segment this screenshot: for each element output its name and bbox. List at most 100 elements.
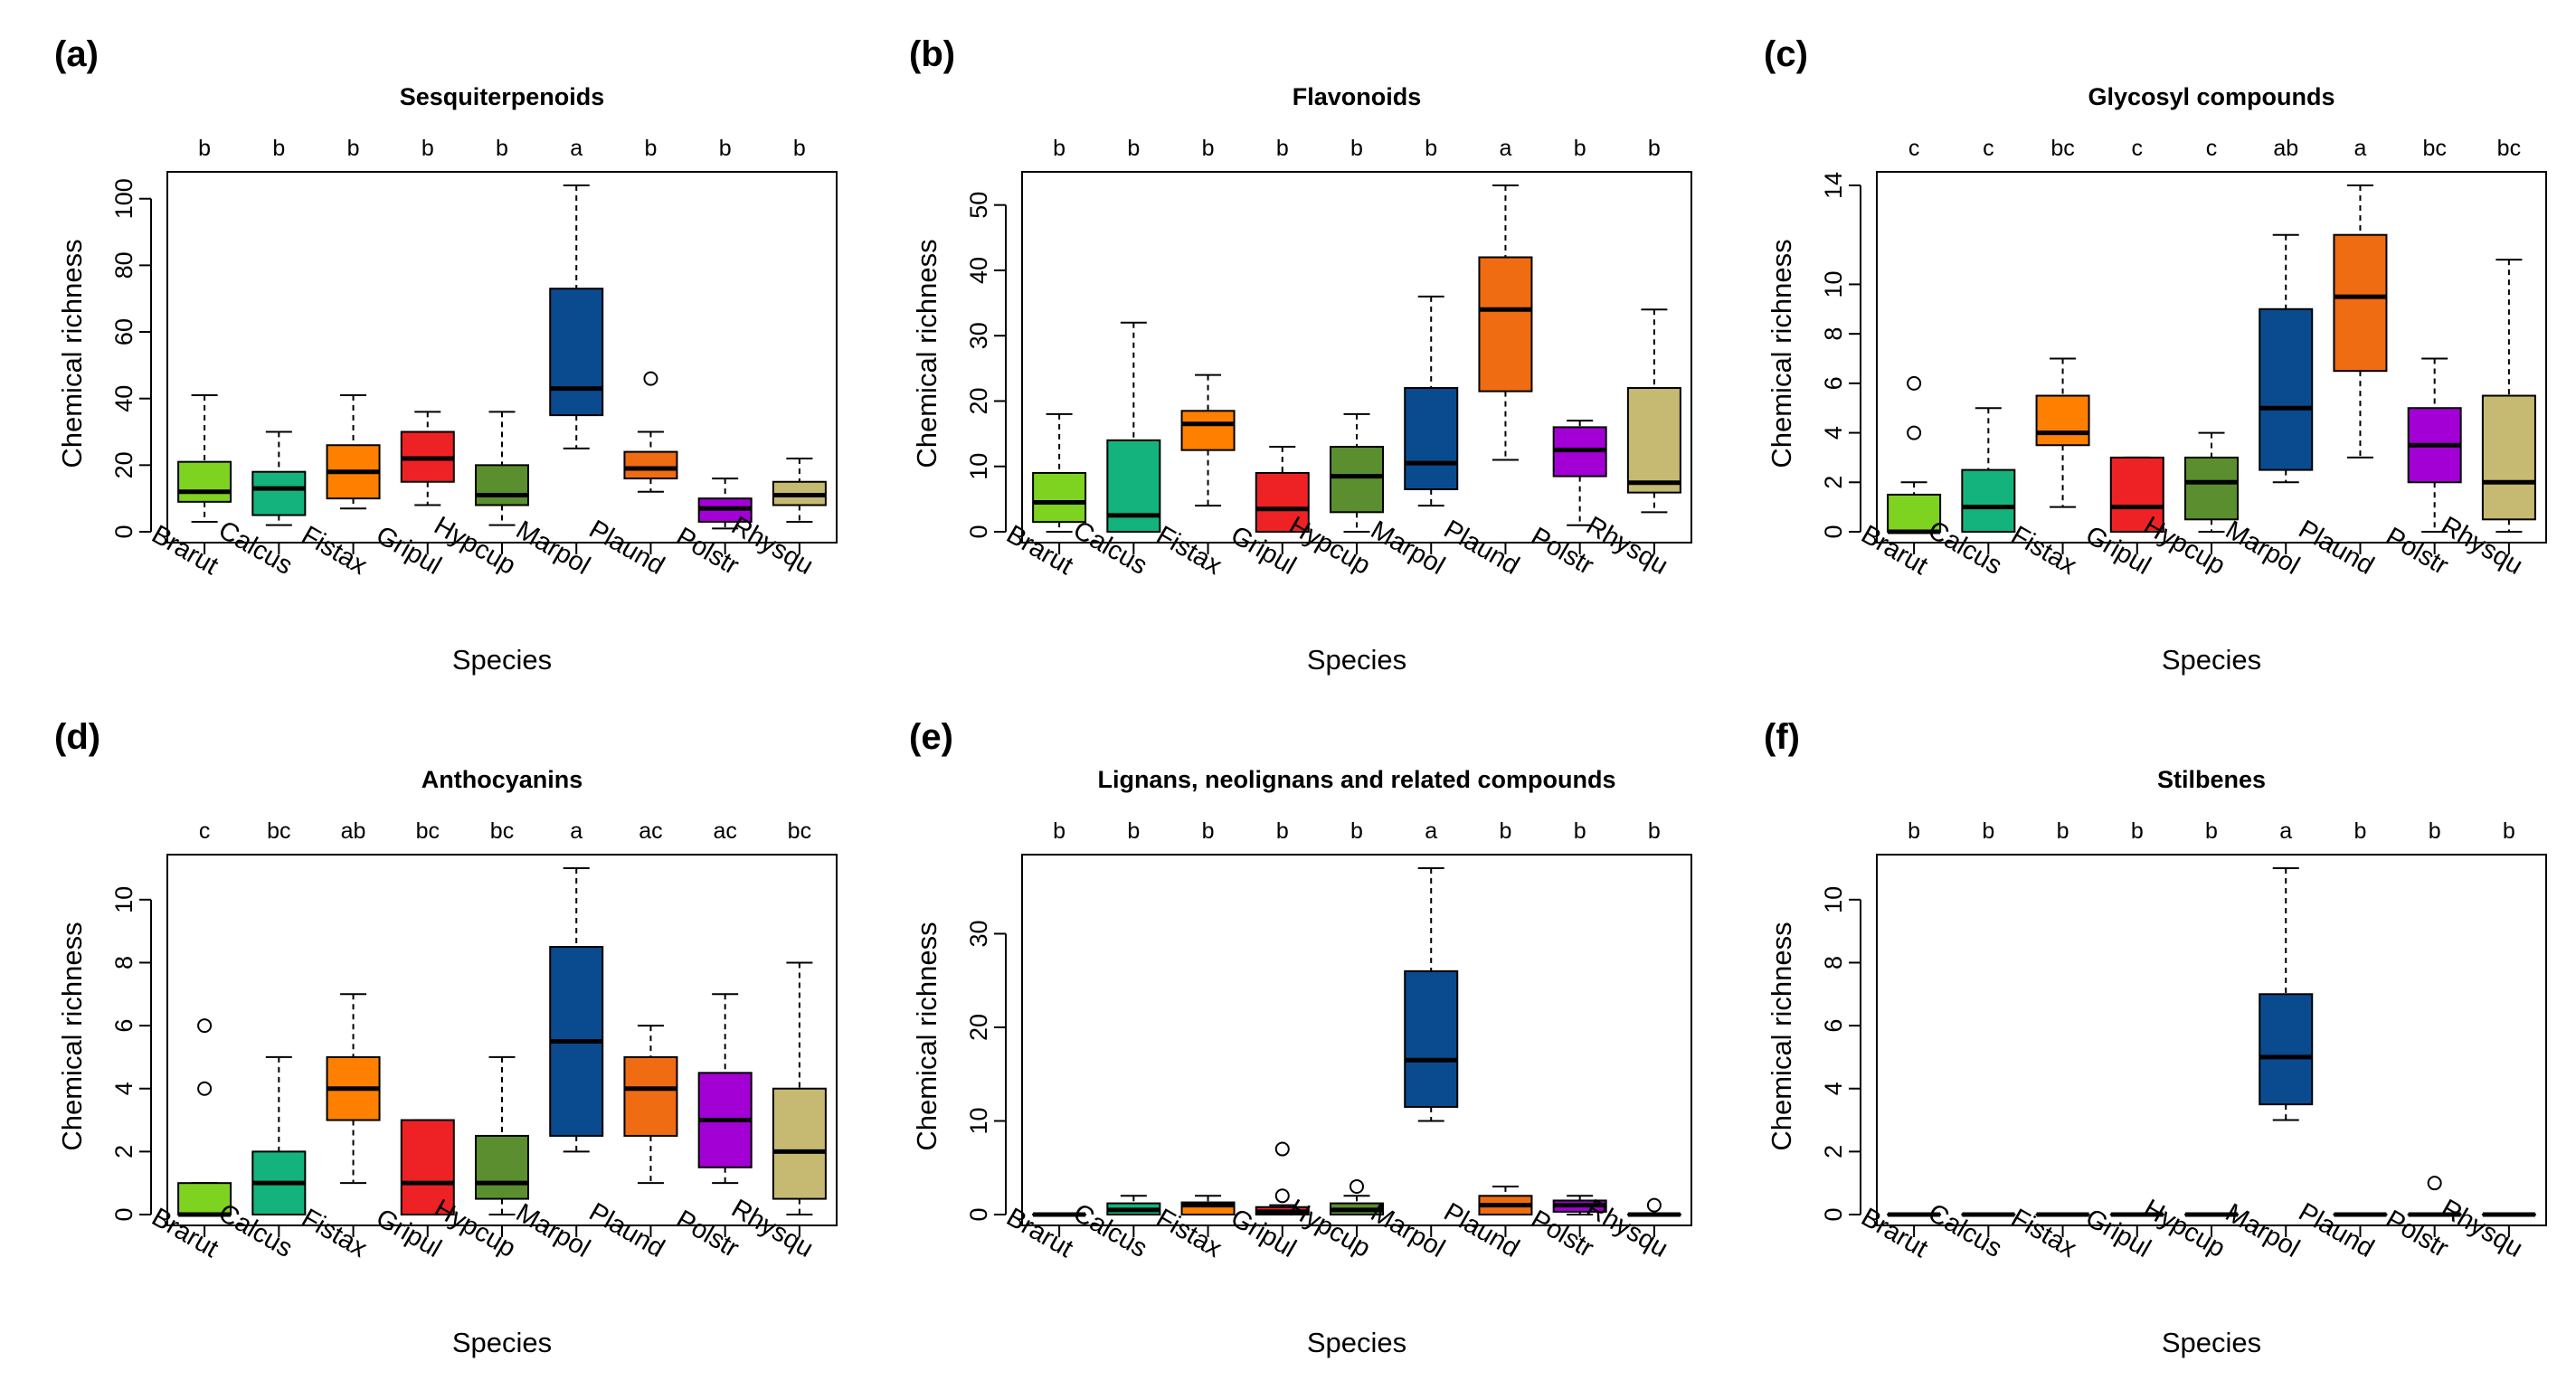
panel-label: (e): [909, 717, 953, 757]
x-tick-label: Fistax: [2006, 521, 2081, 582]
significance-letter: c: [199, 818, 211, 844]
plot-frame: [1876, 854, 2547, 1226]
x-tick-label: Hypcup: [2138, 1194, 2230, 1263]
y-tick-label: 80: [110, 251, 137, 279]
x-tick-label: Fistax: [297, 1204, 372, 1264]
significance-letter: bc: [2422, 136, 2446, 161]
significance-letter: b: [1202, 818, 1215, 844]
x-tick-label: Plaund: [584, 1197, 669, 1263]
significance-letter: b: [1053, 136, 1065, 161]
outlier-point: [197, 1018, 213, 1034]
panel-e: (e) Lignans, neolignans and related comp…: [855, 683, 1705, 1370]
iqr-box: [2184, 456, 2239, 521]
x-tick-label: Rhysqu: [726, 1194, 818, 1263]
iqr-box: [2333, 233, 2388, 373]
significance-letter: b: [2205, 818, 2218, 844]
significance-letter: c: [2132, 136, 2144, 161]
x-tick-label: Hypcup: [2138, 511, 2230, 581]
panel-b: (b) Flavonoids Chemical richness Species…: [855, 0, 1705, 687]
significance-letter: b: [1127, 818, 1140, 844]
box-calcus: [1106, 321, 1161, 534]
x-tick-label: Rhysqu: [1581, 1194, 1672, 1263]
significance-letter: ab: [2273, 136, 2298, 161]
significance-letter: b: [1053, 818, 1065, 844]
x-tick-label: Plaund: [2294, 515, 2379, 581]
significance-letter: c: [2206, 136, 2218, 161]
box-fistax: [2035, 357, 2090, 508]
box-brarut: [177, 394, 232, 523]
significance-letter: b: [2131, 818, 2144, 844]
significance-letter: b: [719, 136, 732, 161]
significance-letter: b: [1574, 136, 1586, 161]
iqr-box: [1961, 468, 2016, 533]
significance-letter: a: [1425, 818, 1437, 844]
box-fistax: [1180, 1195, 1236, 1215]
significance-letter: b: [1648, 818, 1661, 844]
box-calcus: [251, 430, 307, 526]
significance-letter: b: [347, 136, 360, 161]
significance-letter: a: [2353, 136, 2366, 161]
y-tick-label: 8: [1820, 327, 1847, 341]
outlier-point: [1274, 1141, 1290, 1157]
box-calcus: [251, 1055, 307, 1216]
iqr-box: [2109, 456, 2164, 533]
x-tick-label: Brarut: [1001, 1203, 1077, 1263]
x-tick-label: Hypcup: [429, 1194, 520, 1263]
y-tick-label: 20: [965, 387, 992, 414]
box-rhysqu: [1626, 308, 1681, 514]
outlier-point: [1274, 1188, 1290, 1204]
plot-frame: [1021, 854, 1692, 1226]
iqr-box: [400, 1119, 455, 1215]
box-polstr: [1552, 1195, 1607, 1215]
box-brarut: [1887, 375, 1942, 534]
significance-letter: b: [1276, 136, 1289, 161]
panel-title: Lignans, neolignans and related compound…: [1097, 766, 1616, 793]
significance-letter: ab: [341, 818, 366, 844]
outlier-point: [1350, 1178, 1364, 1194]
significance-letter: b: [1350, 818, 1363, 844]
x-axis-label: Species: [2161, 1327, 2262, 1358]
box-fistax: [1180, 374, 1236, 507]
significance-letter: a: [570, 818, 582, 844]
outlier-point: [1646, 1197, 1662, 1213]
y-tick-label: 0: [110, 525, 137, 538]
significance-letter: b: [1202, 136, 1215, 161]
boxplot-sesquiterpenoids: 020406080100bBrarutbCalcusbFistaxbGripul…: [110, 136, 838, 582]
panel-title: Sesquiterpenoids: [399, 83, 605, 110]
significance-letter: bc: [2050, 136, 2074, 161]
y-tick-label: 10: [1820, 886, 1847, 913]
iqr-box: [177, 460, 232, 503]
iqr-box: [1404, 969, 1459, 1108]
panel-label: (a): [54, 34, 99, 74]
y-tick-label: 0: [965, 525, 992, 538]
significance-letter: b: [1648, 136, 1661, 161]
significance-letter: a: [570, 136, 582, 161]
box-hypcup: [2184, 431, 2239, 533]
iqr-box: [475, 464, 529, 506]
box-gripul: [2109, 456, 2164, 533]
y-tick-label: 6: [110, 1019, 137, 1033]
box-gripul: [400, 411, 455, 506]
panel-f: (f) Stilbenes Chemical richness Species …: [1709, 683, 2560, 1370]
significance-letter: b: [1574, 818, 1586, 844]
x-tick-label: Brarut: [1001, 520, 1077, 581]
iqr-box: [1330, 446, 1384, 514]
iqr-box: [251, 470, 307, 516]
significance-letter: b: [272, 136, 285, 161]
box-marpol: [1404, 295, 1459, 507]
outlier-point: [197, 1081, 213, 1096]
box-fistax: [326, 394, 381, 510]
y-tick-label: 0: [1820, 525, 1847, 538]
y-tick-label: 0: [965, 1207, 992, 1221]
x-tick-label: Fistax: [297, 521, 372, 582]
y-tick-label: 30: [965, 920, 992, 947]
box-plaund: [1478, 184, 1533, 461]
significance-letter: bc: [267, 818, 290, 844]
x-axis-label: Species: [2161, 644, 2262, 676]
iqr-box: [549, 288, 604, 417]
x-tick-label: Marpol: [511, 1198, 595, 1263]
significance-letter: b: [1499, 818, 1511, 844]
significance-letter: b: [2057, 818, 2069, 844]
iqr-box: [1255, 471, 1310, 534]
